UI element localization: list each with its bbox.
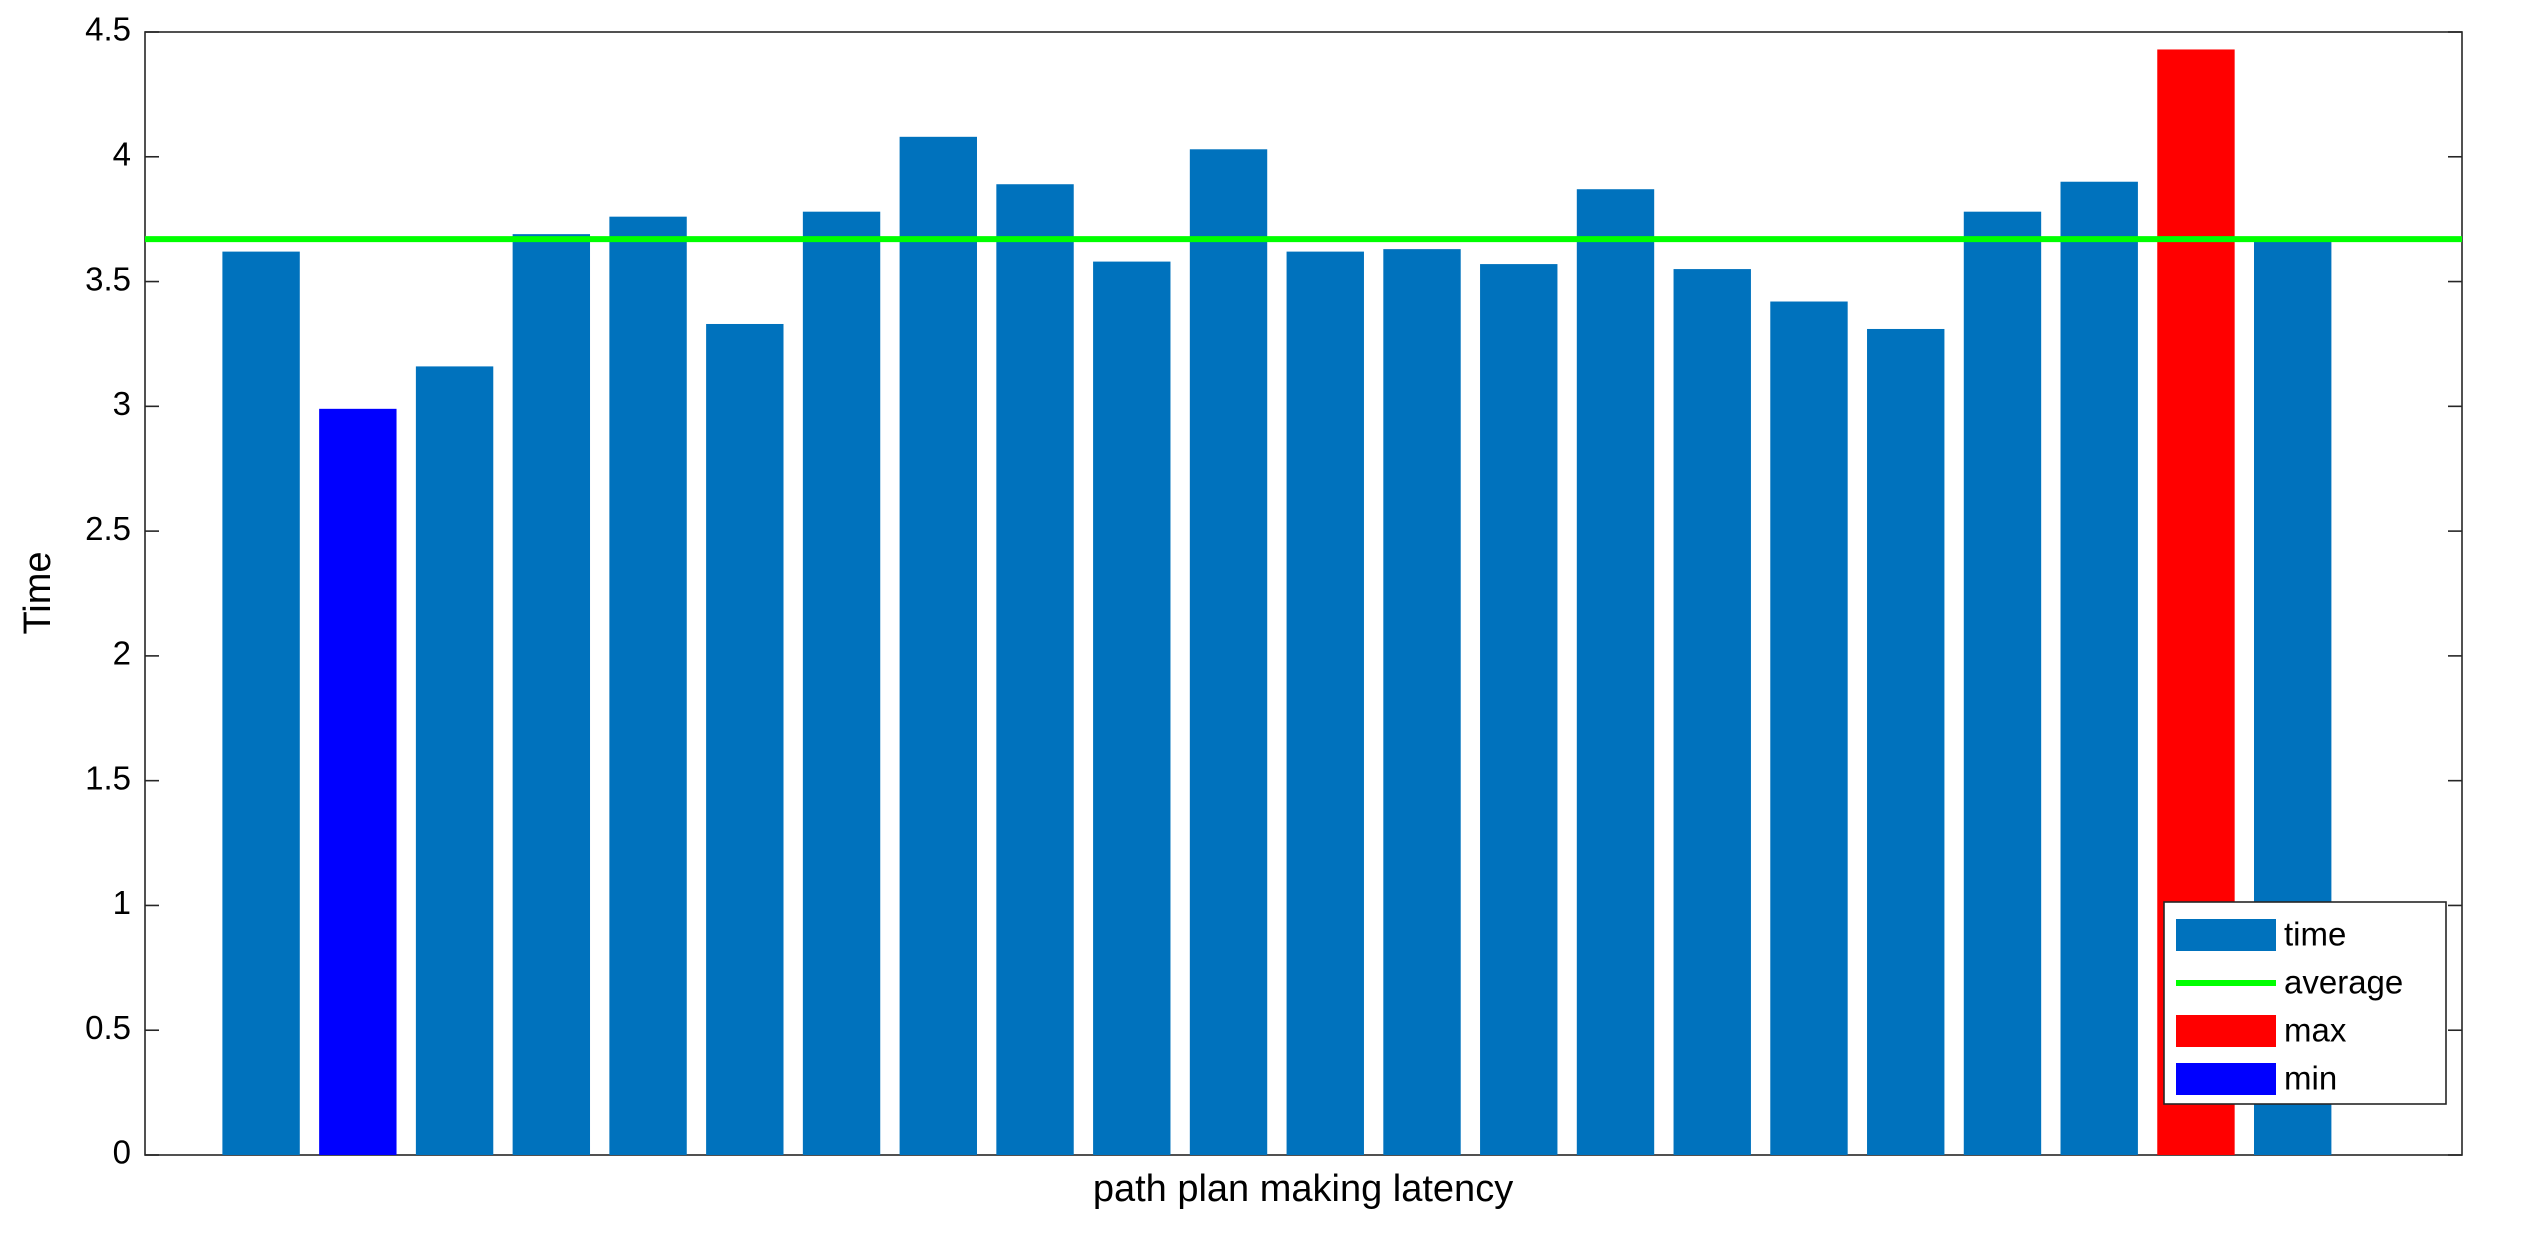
y-tick-label: 0.5: [85, 1009, 131, 1046]
bar: [512, 234, 591, 1155]
bar: [1286, 251, 1364, 1155]
y-tick-label: 0: [113, 1134, 131, 1171]
bar: [899, 136, 977, 1155]
bar: [2060, 181, 2138, 1155]
bar: [1963, 211, 2042, 1155]
bar: [1383, 249, 1461, 1155]
bar: [1093, 261, 1171, 1155]
bar: [319, 408, 397, 1156]
legend-swatch: [2176, 1015, 2276, 1047]
y-axis-title: Time: [17, 551, 59, 634]
legend-label: average: [2284, 964, 2403, 1001]
legend-label: min: [2284, 1060, 2337, 1097]
y-tick-label: 1: [113, 884, 131, 921]
y-tick-label: 3.5: [85, 260, 131, 297]
y-tick-label: 4: [113, 135, 131, 172]
x-axis-title: path plan making latency: [1093, 1168, 1513, 1210]
bar: [415, 366, 494, 1156]
bar: [1867, 328, 1945, 1156]
bar: [1770, 301, 1848, 1155]
y-tick-label: 1.5: [85, 759, 131, 796]
legend-label: max: [2284, 1012, 2347, 1049]
bar: [1673, 269, 1751, 1156]
bar: [1576, 189, 1655, 1156]
bar: [802, 211, 881, 1155]
bar: [706, 323, 784, 1156]
legend-swatch: [2176, 919, 2276, 951]
y-tick-label: 4.5: [85, 11, 131, 48]
legend-swatch: [2176, 1063, 2276, 1095]
y-tick-label: 3: [113, 385, 131, 422]
bar: [1480, 264, 1558, 1155]
legend: time average max min: [2163, 901, 2447, 1105]
bar: [609, 216, 687, 1155]
y-tick-label: 2.5: [85, 510, 131, 547]
y-tick-label: 2: [113, 635, 131, 672]
legend-label: time: [2284, 916, 2346, 953]
bar: [1189, 149, 1268, 1155]
bar: [996, 184, 1074, 1155]
bar: [222, 251, 300, 1155]
